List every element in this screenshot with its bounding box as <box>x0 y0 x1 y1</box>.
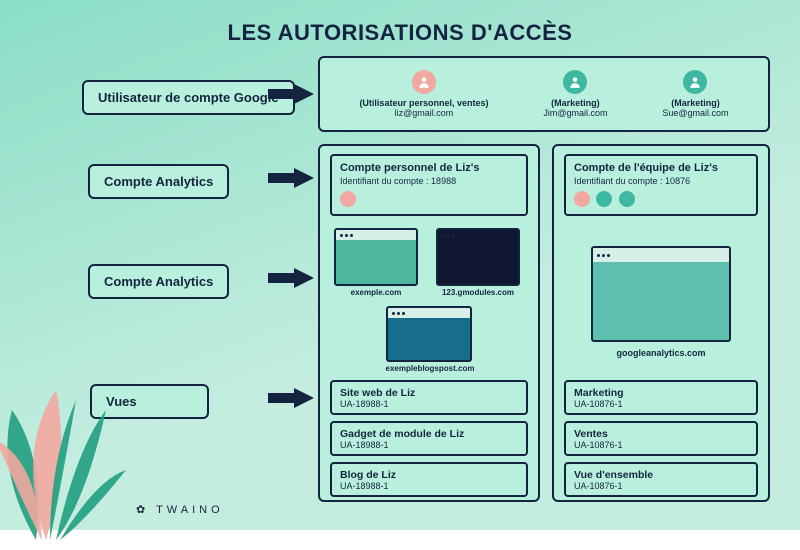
views-list: Marketing UA-10876-1 Ventes UA-10876-1 V… <box>564 380 758 497</box>
view-id: UA-10876-1 <box>574 399 748 409</box>
view-name: Ventes <box>574 428 748 440</box>
view-name: Gadget de module de Liz <box>340 428 518 440</box>
view-id: UA-18988-1 <box>340 440 518 450</box>
brand-logo: ✿ TWAINO <box>136 503 224 516</box>
properties-area: exemple.com 123.gmodules.com exempleblog… <box>330 224 528 380</box>
view-id: UA-10876-1 <box>574 440 748 450</box>
account-column-team: Compte de l'équipe de Liz's Identifiant … <box>552 144 770 502</box>
page-title: LES AUTORISATIONS D'ACCÈS <box>0 20 800 46</box>
property-label: exempleblogspost.com <box>370 364 490 373</box>
member-avatar-icon <box>596 191 612 207</box>
view-card: Site web de Liz UA-18988-1 <box>330 380 528 415</box>
user-email: Jim@gmail.com <box>543 108 607 118</box>
label-google-user: Utilisateur de compte Google <box>82 80 295 115</box>
account-header: Compte de l'équipe de Liz's Identifiant … <box>564 154 758 216</box>
view-name: Vue d'ensemble <box>574 469 748 481</box>
view-card: Vue d'ensemble UA-10876-1 <box>564 462 758 497</box>
view-id: UA-18988-1 <box>340 399 518 409</box>
account-members <box>340 190 518 208</box>
member-avatar-icon <box>619 191 635 207</box>
view-card: Blog de Liz UA-18988-1 <box>330 462 528 497</box>
brand-text: TWAINO <box>156 504 224 516</box>
property-thumbnail <box>591 246 731 342</box>
account-name: Compte de l'équipe de Liz's <box>574 162 748 174</box>
view-name: Site web de Liz <box>340 387 518 399</box>
user-avatar-icon <box>683 70 707 94</box>
property-label: 123.gmodules.com <box>436 288 520 297</box>
user-avatar-icon <box>412 70 436 94</box>
label-analytics-account: Compte Analytics <box>88 164 229 199</box>
account-column-personal: Compte personnel de Liz's Identifiant du… <box>318 144 540 502</box>
user-card: (Marketing) Jim@gmail.com <box>543 70 607 118</box>
view-card: Marketing UA-10876-1 <box>564 380 758 415</box>
user-role: (Marketing) <box>662 98 728 108</box>
diagram-canvas: LES AUTORISATIONS D'ACCÈS Utilisateur de… <box>0 0 800 530</box>
arrow-icon <box>268 84 314 104</box>
property-label: googleanalytics.com <box>616 348 705 358</box>
arrow-icon <box>268 388 314 408</box>
view-card: Ventes UA-10876-1 <box>564 421 758 456</box>
account-header: Compte personnel de Liz's Identifiant du… <box>330 154 528 216</box>
view-id: UA-18988-1 <box>340 481 518 491</box>
label-analytics-property: Compte Analytics <box>88 264 229 299</box>
user-avatar-icon <box>563 70 587 94</box>
view-name: Marketing <box>574 387 748 399</box>
properties-area: googleanalytics.com <box>564 224 758 380</box>
account-members <box>574 190 748 208</box>
user-card: (Utilisateur personnel, ventes) liz@gmai… <box>359 70 488 118</box>
label-views: Vues <box>90 384 209 419</box>
views-list: Site web de Liz UA-18988-1 Gadget de mod… <box>330 380 528 497</box>
property-thumbnail <box>436 228 520 286</box>
user-email: Sue@gmail.com <box>662 108 728 118</box>
user-email: liz@gmail.com <box>359 108 488 118</box>
member-avatar-icon <box>574 191 590 207</box>
google-users-box: (Utilisateur personnel, ventes) liz@gmai… <box>318 56 770 132</box>
plant-decoration-icon <box>0 350 136 550</box>
user-role: (Utilisateur personnel, ventes) <box>359 98 488 108</box>
arrow-icon <box>268 268 314 288</box>
view-card: Gadget de module de Liz UA-18988-1 <box>330 421 528 456</box>
account-id-label: Identifiant du compte : 18988 <box>340 176 518 186</box>
user-role: (Marketing) <box>543 98 607 108</box>
property-thumbnail <box>334 228 418 286</box>
view-name: Blog de Liz <box>340 469 518 481</box>
account-id-label: Identifiant du compte : 10876 <box>574 176 748 186</box>
arrow-icon <box>268 168 314 188</box>
account-name: Compte personnel de Liz's <box>340 162 518 174</box>
view-id: UA-10876-1 <box>574 481 748 491</box>
property-thumbnail <box>386 306 472 362</box>
property-label: exemple.com <box>334 288 418 297</box>
user-card: (Marketing) Sue@gmail.com <box>662 70 728 118</box>
leaf-icon: ✿ <box>136 504 149 516</box>
member-avatar-icon <box>340 191 356 207</box>
